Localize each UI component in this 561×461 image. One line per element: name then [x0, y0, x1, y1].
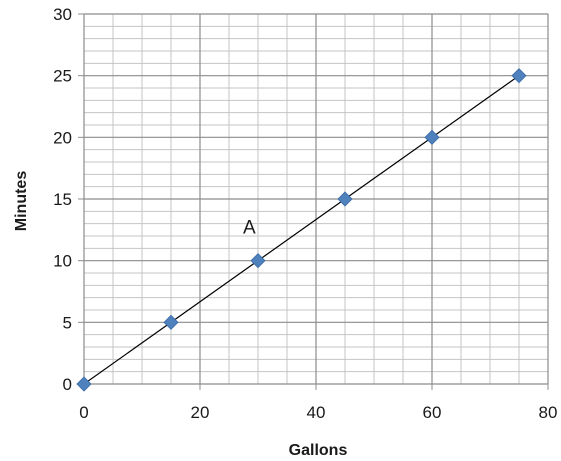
x-tick-label: 80 [539, 403, 558, 422]
data-point [337, 191, 353, 207]
data-point [250, 253, 266, 269]
x-axis-ticks: 0 20 40 60 80 [79, 384, 557, 422]
y-tick-label: 30 [53, 5, 72, 24]
x-tick-label: 40 [307, 403, 326, 422]
annotations: A [243, 218, 256, 239]
y-tick-label: 15 [53, 190, 72, 209]
annotation-label: A [243, 218, 256, 239]
y-tick-label: 20 [53, 128, 72, 147]
data-point [424, 129, 440, 145]
y-tick-label: 25 [53, 67, 72, 86]
data-point [163, 314, 179, 330]
x-tick-label: 60 [423, 403, 442, 422]
x-axis-title: Gallons [289, 442, 348, 459]
y-tick-label: 10 [53, 252, 72, 271]
x-tick-label: 20 [191, 403, 210, 422]
data-point [76, 376, 92, 392]
data-points [76, 68, 527, 392]
y-tick-label: 0 [63, 375, 72, 394]
y-axis-ticks: 0 5 10 15 20 25 30 [53, 5, 84, 394]
y-tick-label: 5 [63, 313, 72, 332]
y-axis-title: Minutes [13, 171, 30, 232]
data-point [511, 68, 527, 84]
x-tick-label: 0 [79, 403, 88, 422]
trendline [83, 75, 520, 385]
